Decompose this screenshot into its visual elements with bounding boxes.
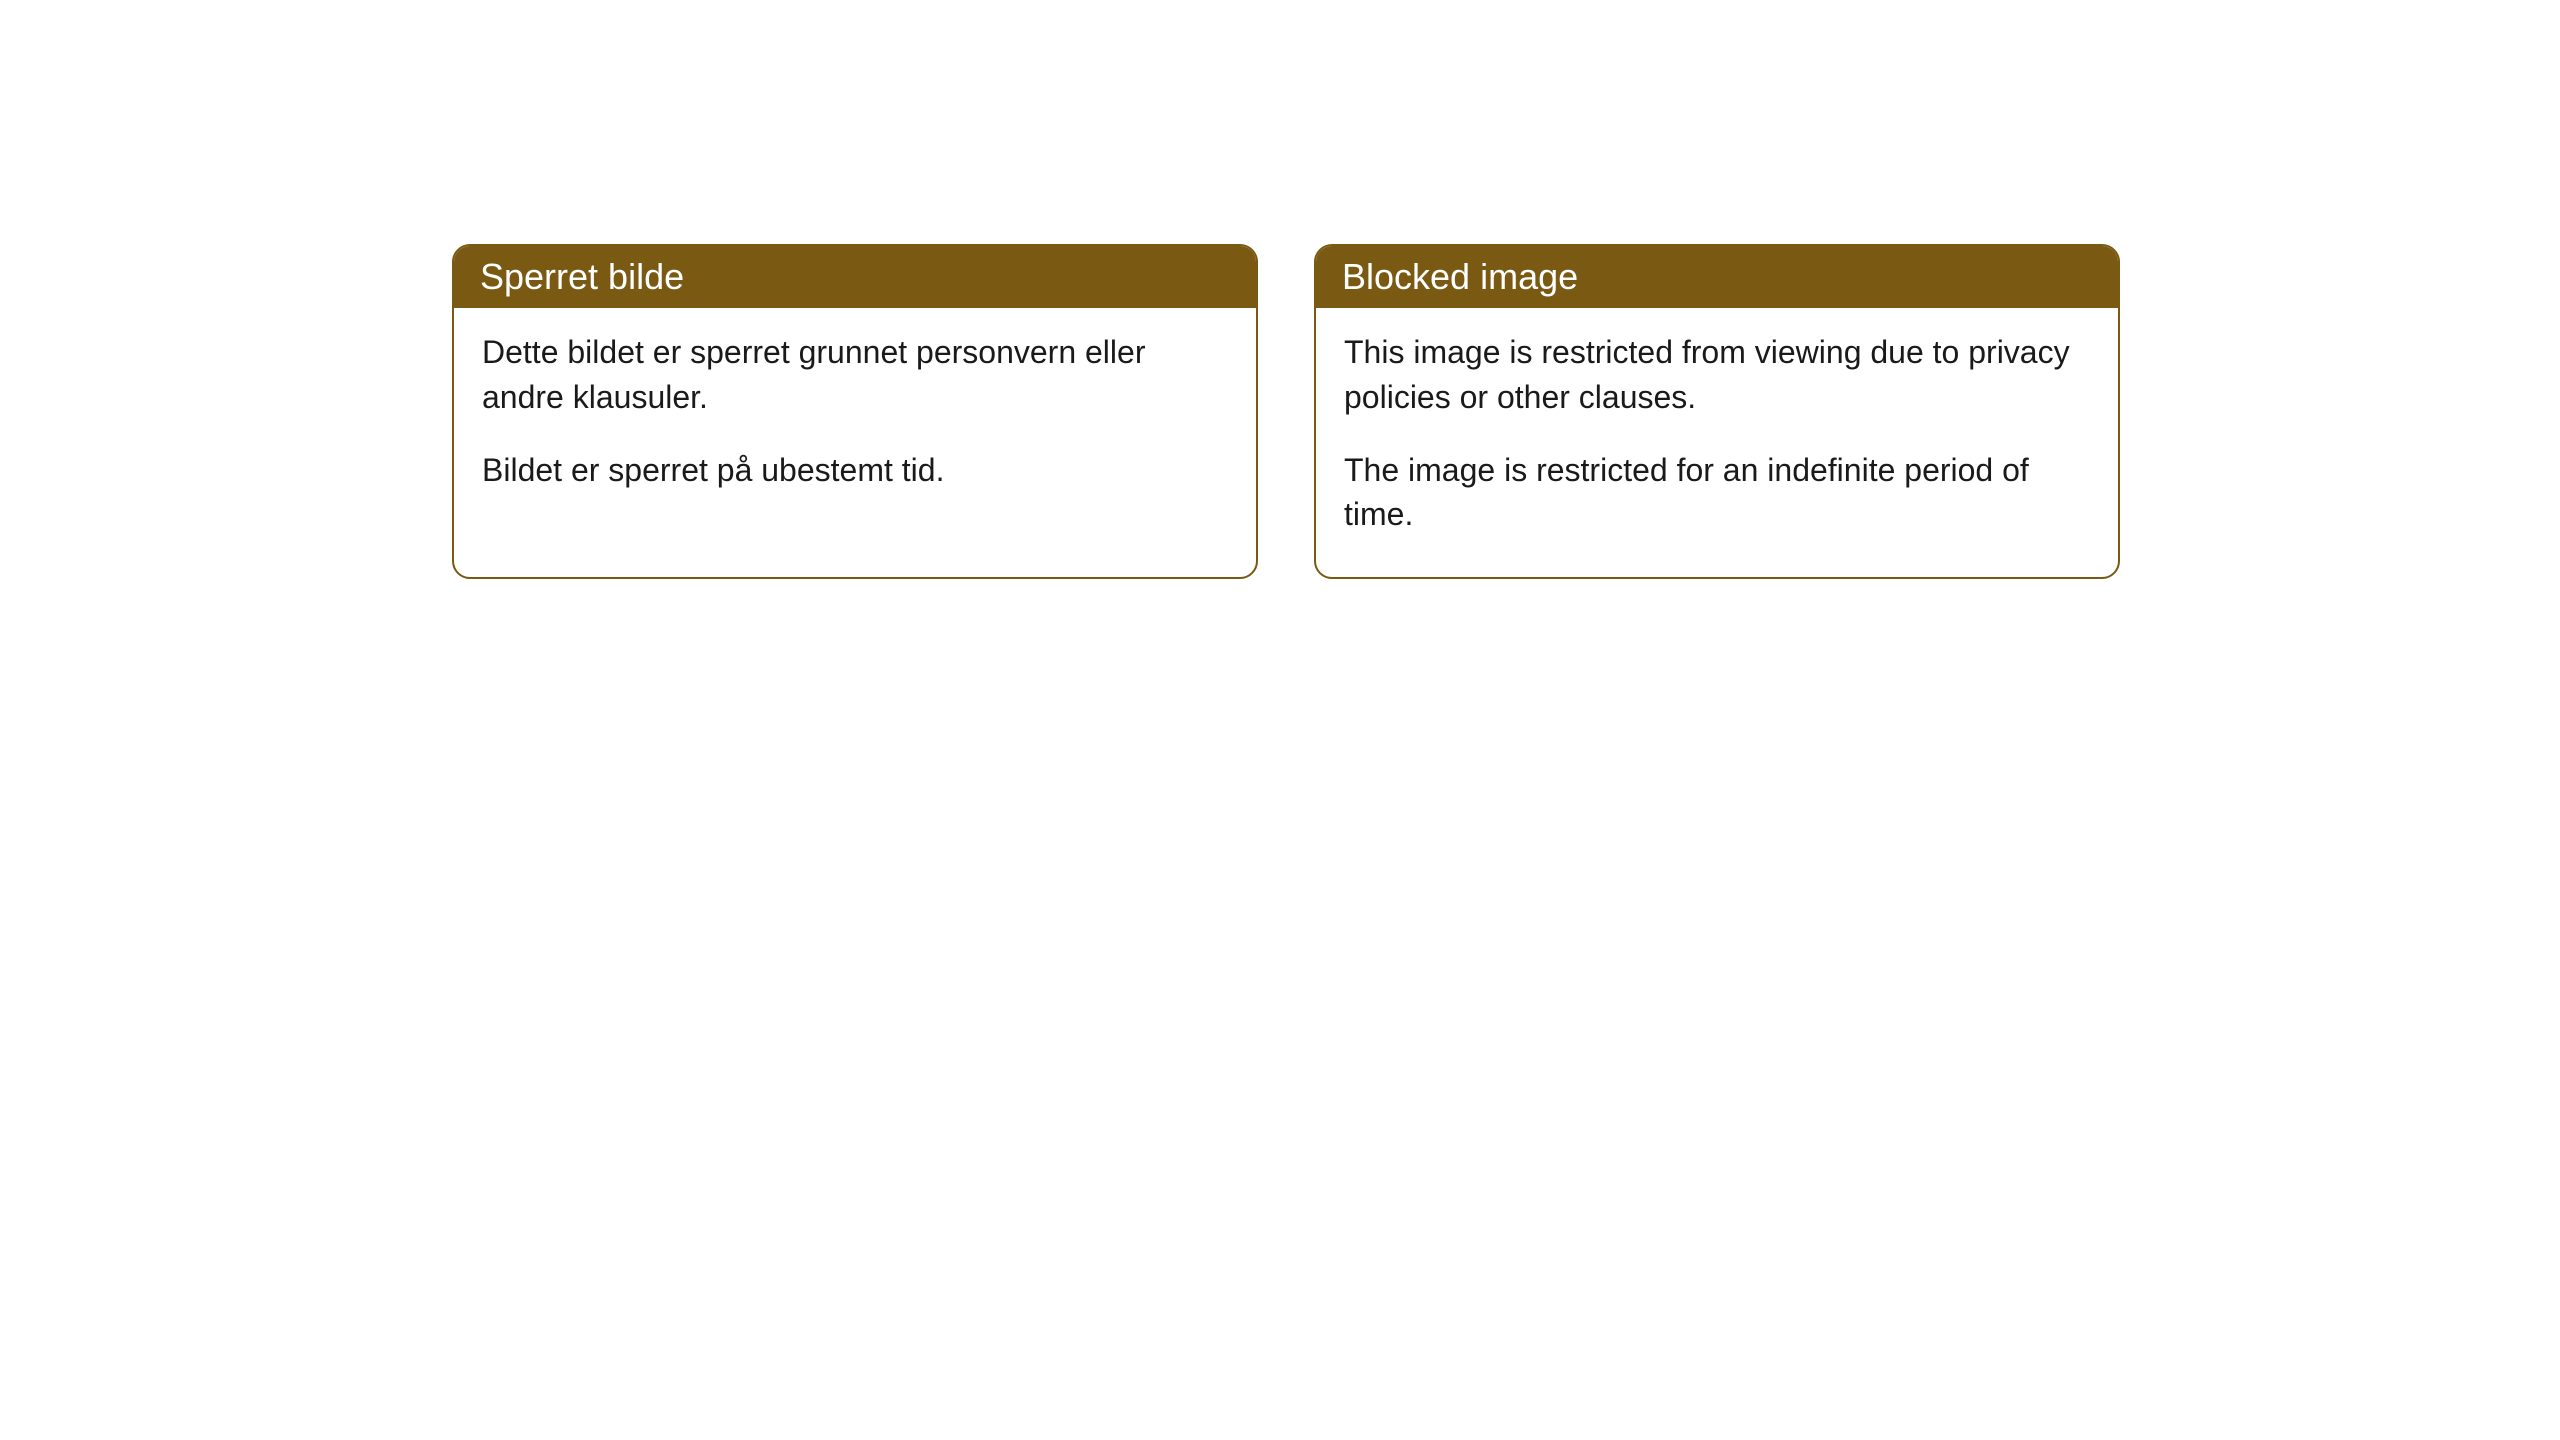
notice-cards-container: Sperret bilde Dette bildet er sperret gr…	[452, 244, 2120, 579]
blocked-image-card-no: Sperret bilde Dette bildet er sperret gr…	[452, 244, 1258, 579]
blocked-image-card-en: Blocked image This image is restricted f…	[1314, 244, 2120, 579]
card-paragraph-no-2: Bildet er sperret på ubestemt tid.	[482, 448, 1228, 493]
card-paragraph-en-2: The image is restricted for an indefinit…	[1344, 448, 2090, 538]
card-paragraph-no-1: Dette bildet er sperret grunnet personve…	[482, 330, 1228, 420]
card-body-no: Dette bildet er sperret grunnet personve…	[454, 308, 1256, 532]
card-body-en: This image is restricted from viewing du…	[1316, 308, 2118, 577]
card-header-en: Blocked image	[1316, 246, 2118, 308]
card-paragraph-en-1: This image is restricted from viewing du…	[1344, 330, 2090, 420]
card-header-no: Sperret bilde	[454, 246, 1256, 308]
